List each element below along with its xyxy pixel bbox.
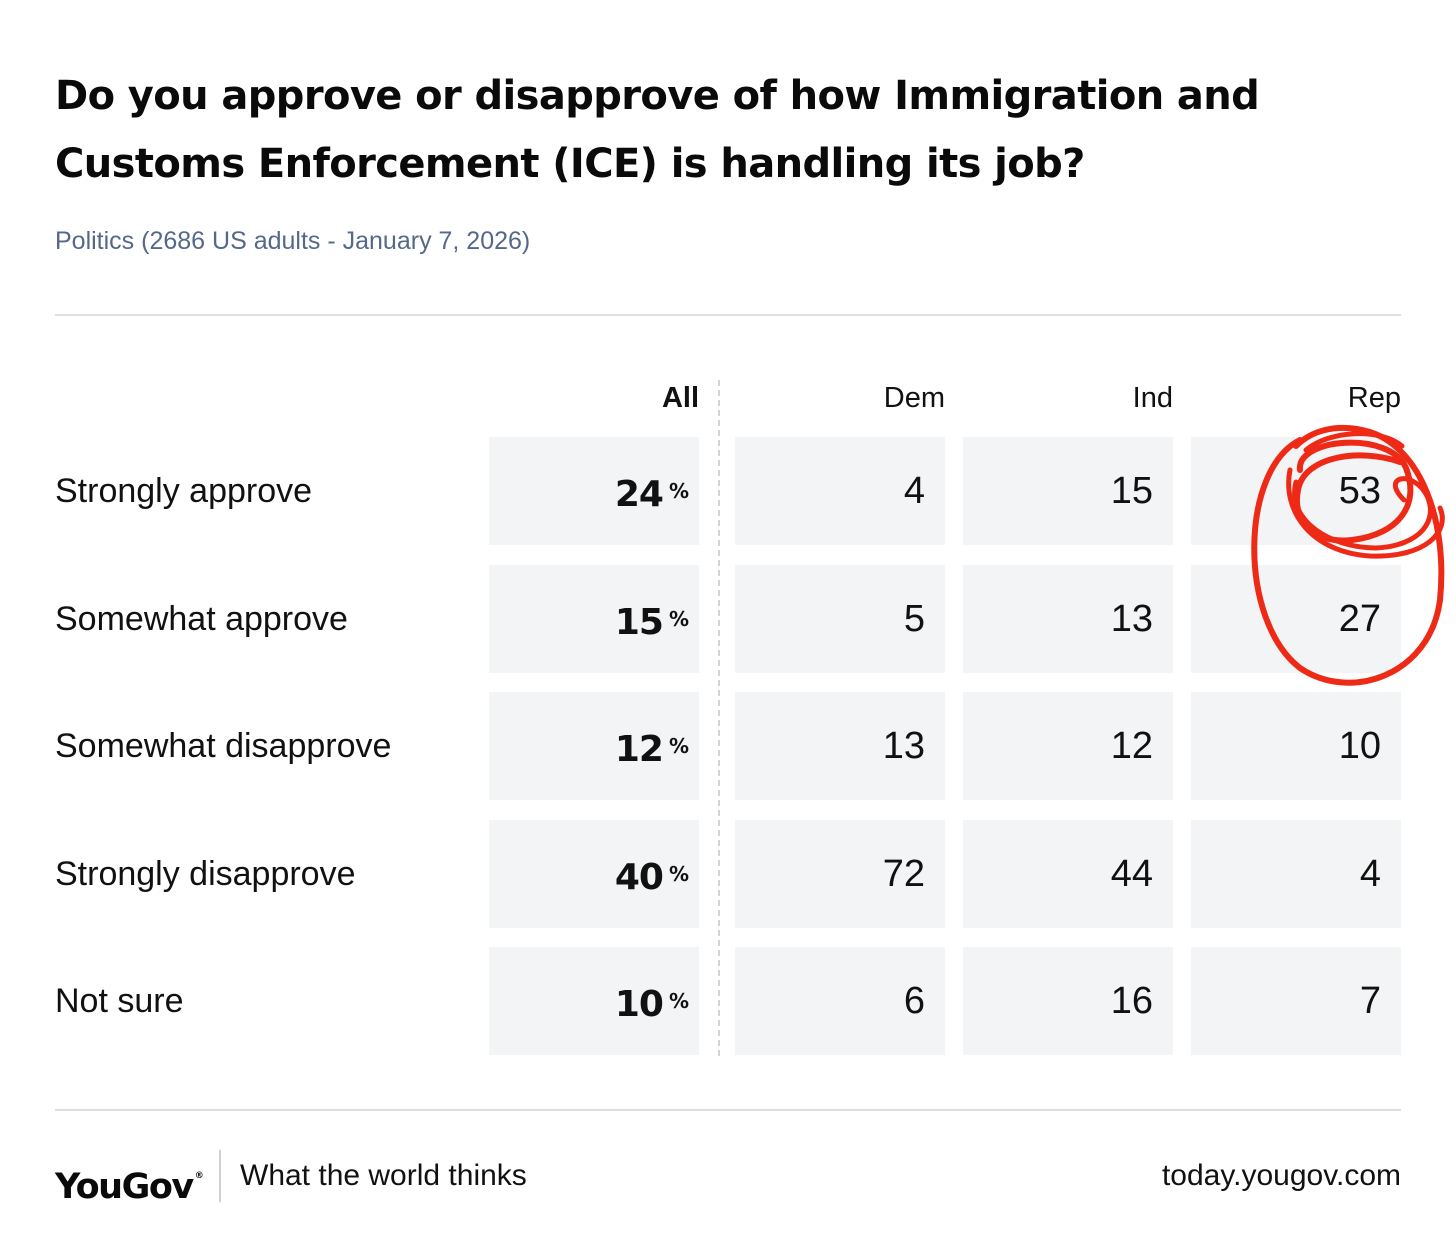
cell-somewhat-disapprove-ind: 12	[963, 692, 1173, 800]
row-label-not-sure: Not sure	[55, 982, 184, 1020]
cell-value: 44	[1110, 852, 1153, 895]
cell-not-sure-dem: 6	[735, 947, 945, 1055]
column-header-all: All	[661, 382, 699, 414]
percent-sign: %	[668, 479, 689, 503]
cell-somewhat-approve-all: 15%	[489, 564, 699, 673]
cell-strongly-approve-all: 24%	[489, 437, 699, 545]
cell-strongly-disapprove-dem: 72	[735, 819, 945, 928]
cell-not-sure-all: 10%	[489, 947, 699, 1055]
cell-value: 16	[1110, 980, 1153, 1022]
cell-value: 53	[1338, 470, 1381, 512]
cell-strongly-approve-ind: 15	[963, 437, 1173, 545]
cell-strongly-disapprove-ind: 44	[963, 819, 1173, 928]
row-label-strongly-disapprove: Strongly disapprove	[55, 854, 356, 893]
cell-value: 12	[1110, 725, 1153, 767]
registered-mark: ®	[194, 1171, 204, 1181]
cell-value: 13	[1110, 597, 1153, 640]
cell-somewhat-approve-ind: 13	[963, 564, 1173, 673]
cell-strongly-disapprove-rep: 4	[1191, 819, 1401, 928]
cell-somewhat-disapprove-dem: 13	[735, 692, 945, 800]
cell-not-sure-ind: 16	[963, 947, 1173, 1055]
chart-title: Do you approve or disapprove of how Immi…	[55, 73, 1260, 187]
percent-sign: %	[668, 989, 689, 1013]
cell-somewhat-disapprove-rep: 10	[1191, 692, 1401, 800]
bottom-divider	[55, 1109, 1401, 1111]
row-label-somewhat-disapprove: Somewhat disapprove	[55, 727, 392, 765]
cell-somewhat-approve-rep: 27	[1191, 564, 1401, 673]
cell-somewhat-disapprove-all: 12%	[489, 692, 699, 800]
cell-value: 72	[882, 852, 925, 895]
cell-value: 10	[614, 984, 664, 1025]
percent-sign: %	[668, 734, 689, 758]
percent-sign: %	[668, 861, 689, 886]
footer-url: today.yougov.com	[1161, 1159, 1401, 1192]
column-header-ind: Ind	[1132, 382, 1173, 414]
brand-name: YouGov	[55, 1167, 194, 1207]
cell-not-sure-rep: 7	[1191, 947, 1401, 1055]
cell-value: 10	[1338, 725, 1381, 767]
cell-somewhat-approve-dem: 5	[735, 564, 945, 673]
row-label-strongly-approve: Strongly approve	[55, 472, 313, 510]
footer-separator	[219, 1150, 221, 1202]
top-divider	[55, 314, 1401, 316]
cell-value: 4	[1359, 852, 1381, 895]
cell-value: 27	[1338, 597, 1381, 640]
cell-value: 5	[903, 597, 925, 640]
percent-sign: %	[668, 606, 689, 631]
column-header-rep: Rep	[1347, 382, 1401, 414]
all-column-divider	[718, 380, 720, 1056]
yougov-logo: YouGov ®	[55, 1148, 204, 1207]
chart-subtitle: Politics (2686 US adults - January 7, 20…	[55, 227, 531, 255]
row-label-somewhat-approve: Somewhat approve	[55, 599, 348, 638]
cell-value: 13	[882, 725, 925, 767]
cell-value: 15	[1110, 470, 1153, 512]
cell-value: 40	[614, 856, 664, 898]
cell-value: 6	[903, 980, 925, 1022]
cell-value: 7	[1359, 980, 1381, 1022]
cell-strongly-approve-rep: 53	[1191, 437, 1401, 545]
cell-value: 12	[614, 729, 664, 770]
cell-strongly-disapprove-all: 40%	[489, 819, 699, 928]
cell-value: 15	[614, 601, 664, 643]
footer-tagline: What the world thinks	[240, 1159, 527, 1192]
cell-strongly-approve-dem: 4	[735, 437, 945, 545]
cell-value: 4	[903, 470, 925, 512]
column-header-dem: Dem	[883, 382, 945, 414]
cell-value: 24	[614, 474, 664, 515]
